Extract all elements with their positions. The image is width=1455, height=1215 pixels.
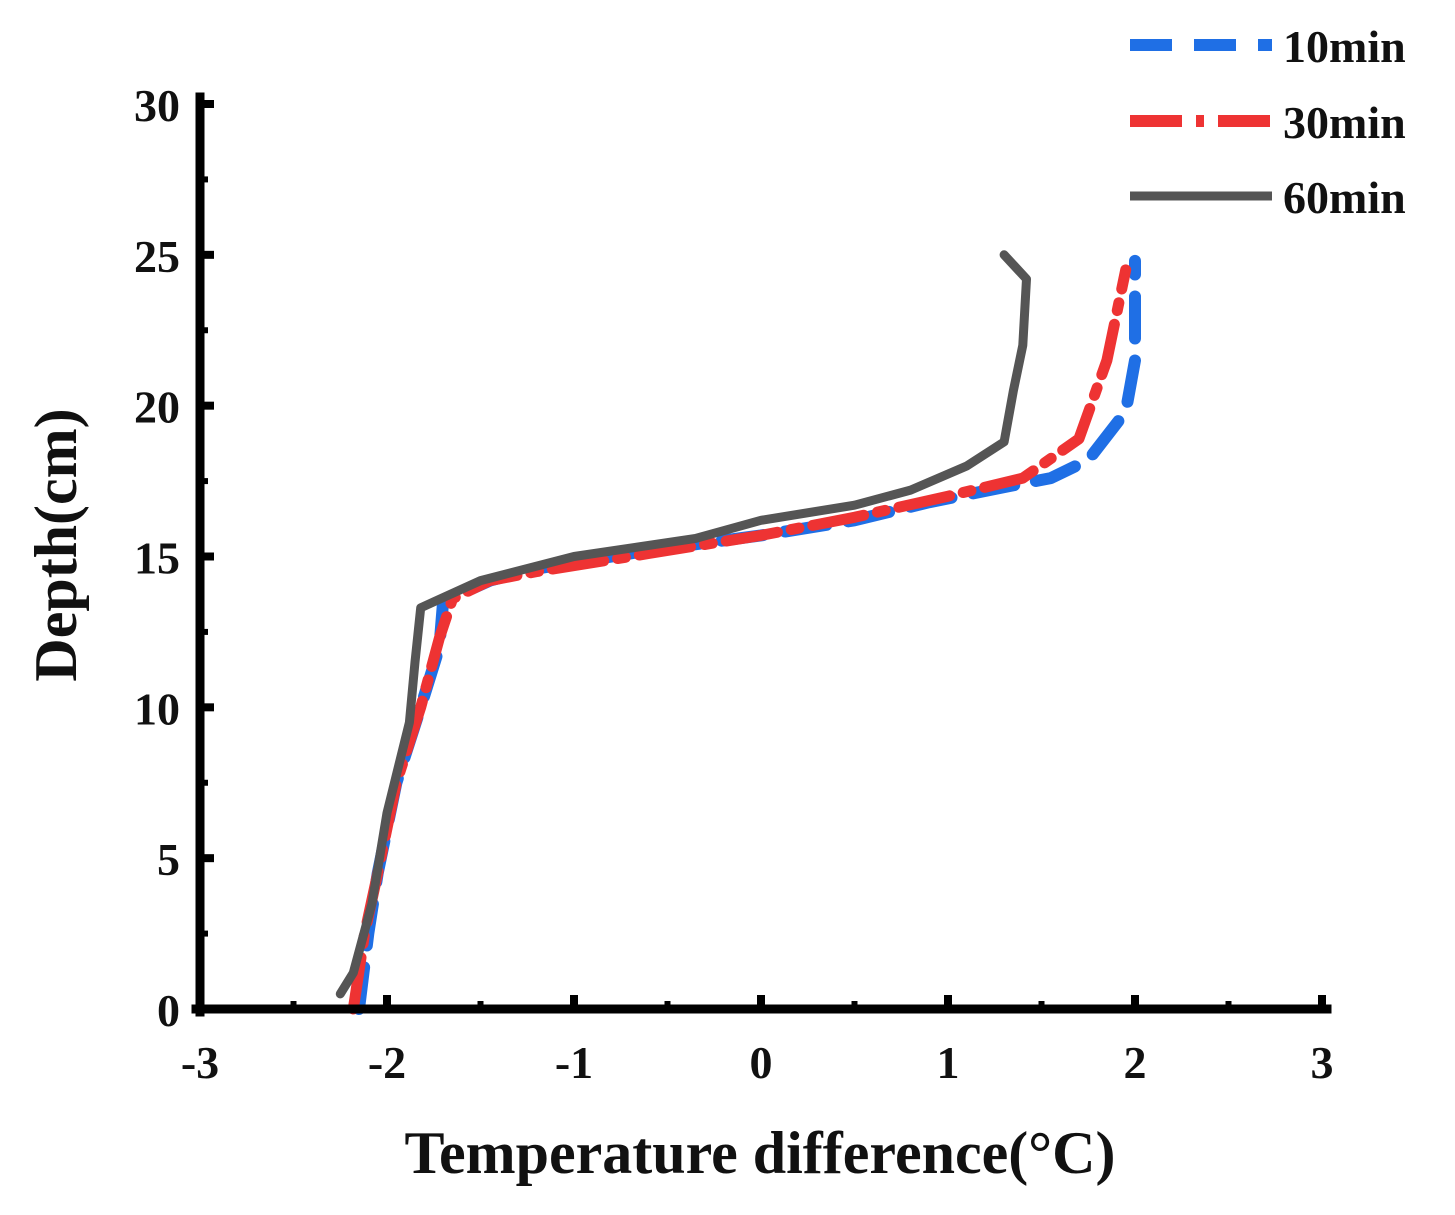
y-tick-label: 30 — [134, 80, 180, 131]
series-line-30min — [347, 264, 1132, 1015]
legend-label-10min: 10min — [1283, 21, 1406, 72]
x-axis-title: Temperature difference(°C) — [404, 1120, 1115, 1186]
series-layer — [335, 250, 1141, 1015]
y-tick-label: 20 — [134, 382, 180, 433]
y-tick-label: 10 — [134, 683, 180, 734]
x-tick-label: -1 — [555, 1037, 593, 1088]
y-axis-title: Depth(cm) — [23, 408, 89, 681]
legend-item-10min: 10min — [1130, 21, 1406, 72]
x-tick-label: -3 — [181, 1037, 219, 1088]
x-tick-label: 2 — [1124, 1037, 1147, 1088]
y-tick-label: 0 — [157, 985, 180, 1036]
legend-item-60min: 60min — [1130, 172, 1406, 223]
x-tick-label: 0 — [750, 1037, 773, 1088]
axes-layer — [191, 92, 1332, 1017]
legend-label-60min: 60min — [1283, 172, 1406, 223]
x-tick-label: -2 — [368, 1037, 406, 1088]
ticks-layer — [196, 100, 1326, 1013]
legend: 10min 30min 60min — [1130, 21, 1406, 223]
series-line-60min — [335, 250, 1031, 999]
x-tick-label: 1 — [937, 1037, 960, 1088]
y-tick-label: 15 — [134, 533, 180, 584]
y-tick-label: 5 — [157, 834, 180, 885]
legend-item-30min: 30min — [1130, 97, 1406, 148]
x-tick-label: 3 — [1311, 1037, 1334, 1088]
y-tick-label: 25 — [134, 231, 180, 282]
legend-label-30min: 30min — [1283, 97, 1406, 148]
